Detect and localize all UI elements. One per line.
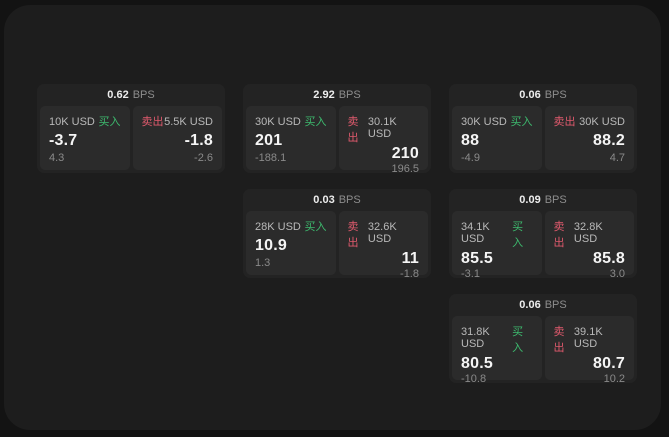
buy-price: 10.9 [255, 236, 287, 254]
sell-label: 卖出 [347, 116, 359, 144]
buy-label: 买入 [304, 116, 327, 128]
sell-panel[interactable]: 卖出 30.1K USD 210 196.5 [338, 106, 428, 175]
quote-card-5: 0.09 BPS 34.1K USD 买入 85.5 -3.1 卖出 32.8K… [449, 189, 637, 280]
card-header: 0.09 BPS [452, 189, 634, 211]
buy-panel[interactable]: 31.8K USD 买入 80.5 -10.8 [452, 316, 542, 385]
buy-label: 买入 [512, 326, 524, 354]
sell-label: 卖出 [553, 116, 576, 128]
card-body: 10K USD 买入 -3.7 4.3 卖出 5.5K USD -1.8 -2.… [40, 106, 222, 170]
sell-panel[interactable]: 卖出 32.8K USD 85.8 3.0 [544, 211, 634, 280]
sell-change: 4.7 [609, 152, 625, 164]
sell-price: -1.8 [184, 131, 213, 149]
sell-change: 10.2 [603, 372, 625, 385]
buy-price: 88 [461, 131, 480, 149]
buy-size: 28K USD [255, 221, 301, 233]
sell-panel[interactable]: 卖出 30K USD 88.2 4.7 [544, 106, 634, 170]
sell-change: 196.5 [391, 162, 419, 175]
sell-label: 卖出 [553, 221, 565, 249]
buy-size: 30K USD [255, 116, 301, 128]
bps-unit-label: BPS [338, 89, 361, 101]
bps-unit-label: BPS [132, 89, 155, 101]
sell-label: 卖出 [141, 116, 164, 128]
card-header: 0.03 BPS [246, 189, 428, 211]
sell-change: -1.8 [400, 267, 419, 280]
card-header: 0.06 BPS [452, 84, 634, 106]
sell-label: 卖出 [347, 221, 359, 249]
bps-unit-label: BPS [544, 89, 567, 101]
sell-size: 30K USD [579, 116, 625, 128]
sell-price: 11 [401, 250, 419, 267]
buy-change: -188.1 [255, 152, 287, 164]
buy-panel[interactable]: 30K USD 买入 88 -4.9 [452, 106, 542, 170]
card-body: 31.8K USD 买入 80.5 -10.8 卖出 39.1K USD 80.… [452, 316, 634, 385]
bps-unit-label: BPS [338, 194, 361, 206]
buy-change: 4.3 [49, 152, 65, 164]
bps-value: 0.62 [107, 89, 129, 101]
sell-size: 30.1K USD [367, 116, 397, 140]
buy-size: 30K USD [461, 116, 507, 128]
buy-size: 10K USD [49, 116, 95, 128]
card-body: 28K USD 买入 10.9 1.3 卖出 32.6K USD 11 -1.8 [246, 211, 428, 280]
buy-panel[interactable]: 10K USD 买入 -3.7 4.3 [40, 106, 130, 170]
buy-label: 买入 [512, 221, 524, 249]
buy-panel[interactable]: 34.1K USD 买入 85.5 -3.1 [452, 211, 542, 280]
sell-size: 39.1K USD [573, 326, 603, 350]
card-body: 30K USD 买入 88 -4.9 卖出 30K USD 88.2 4.7 [452, 106, 634, 170]
buy-price: 85.5 [461, 250, 493, 267]
bps-value: 0.06 [519, 89, 541, 101]
buy-price: -3.7 [49, 131, 78, 149]
buy-change: -3.1 [461, 267, 480, 280]
buy-label: 买入 [510, 116, 533, 128]
sell-size: 5.5K USD [164, 116, 213, 128]
sell-panel[interactable]: 卖出 32.6K USD 11 -1.8 [338, 211, 428, 280]
quote-card-2: 2.92 BPS 30K USD 买入 201 -188.1 卖出 30.1K … [243, 84, 431, 175]
quote-card-1: 0.62 BPS 10K USD 买入 -3.7 4.3 卖出 5.5K USD… [37, 84, 225, 173]
bps-value: 0.03 [313, 194, 335, 206]
bps-value: 2.92 [313, 89, 335, 101]
sell-change: -2.6 [194, 152, 213, 164]
sell-size: 32.6K USD [367, 221, 397, 245]
quote-card-6: 0.06 BPS 31.8K USD 买入 80.5 -10.8 卖出 39.1… [449, 294, 637, 385]
buy-label: 买入 [98, 116, 121, 128]
buy-change: -4.9 [461, 152, 480, 164]
sell-panel[interactable]: 卖出 39.1K USD 80.7 10.2 [544, 316, 634, 385]
bps-value: 0.09 [519, 194, 541, 206]
bps-unit-label: BPS [544, 194, 567, 206]
sell-price: 88.2 [593, 131, 625, 149]
sell-panel[interactable]: 卖出 5.5K USD -1.8 -2.6 [132, 106, 222, 170]
card-body: 34.1K USD 买入 85.5 -3.1 卖出 32.8K USD 85.8… [452, 211, 634, 280]
sell-price: 80.7 [593, 355, 625, 372]
bps-value: 0.06 [519, 299, 541, 311]
sell-label: 卖出 [553, 326, 565, 354]
quote-card-3: 0.06 BPS 30K USD 买入 88 -4.9 卖出 30K USD 8… [449, 84, 637, 173]
card-header: 0.06 BPS [452, 294, 634, 316]
buy-panel[interactable]: 30K USD 买入 201 -188.1 [246, 106, 336, 170]
bps-unit-label: BPS [544, 299, 567, 311]
quote-card-4: 0.03 BPS 28K USD 买入 10.9 1.3 卖出 32.6K US… [243, 189, 431, 280]
card-header: 0.62 BPS [40, 84, 222, 106]
sell-size: 32.8K USD [573, 221, 603, 245]
buy-size: 31.8K USD [461, 326, 490, 350]
buy-price: 80.5 [461, 355, 493, 372]
sell-price: 210 [391, 145, 419, 162]
sell-price: 85.8 [593, 250, 625, 267]
sell-change: 3.0 [609, 267, 625, 280]
buy-label: 买入 [304, 221, 327, 233]
buy-panel[interactable]: 28K USD 买入 10.9 1.3 [246, 211, 336, 275]
buy-change: 1.3 [255, 257, 271, 269]
card-header: 2.92 BPS [246, 84, 428, 106]
buy-change: -10.8 [461, 372, 487, 385]
card-body: 30K USD 买入 201 -188.1 卖出 30.1K USD 210 1… [246, 106, 428, 175]
buy-price: 201 [255, 131, 283, 149]
buy-size: 34.1K USD [461, 221, 490, 245]
